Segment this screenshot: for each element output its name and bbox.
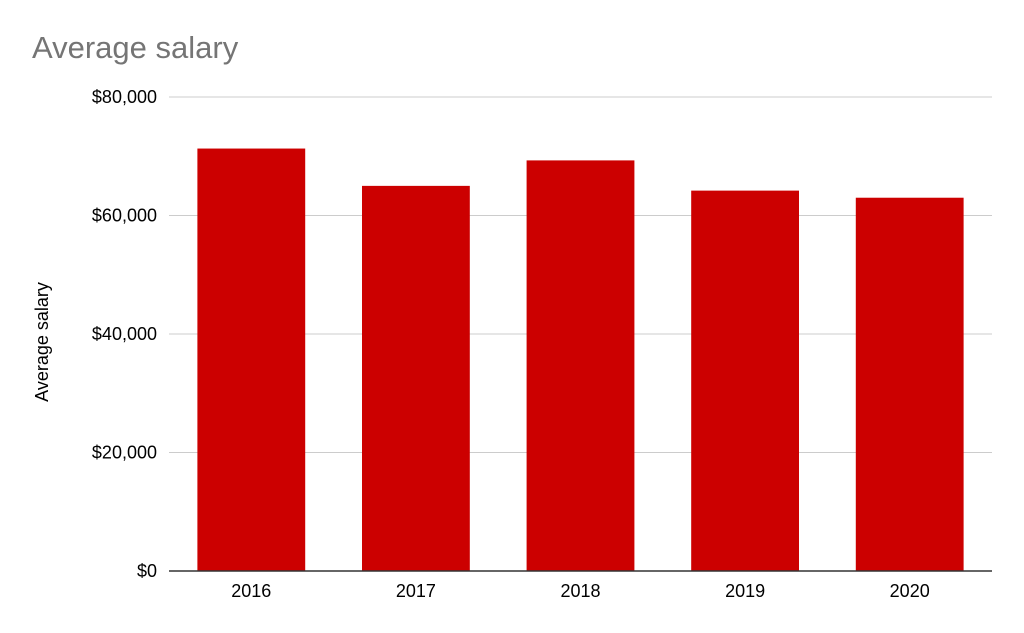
x-tick-label: 2019 — [725, 581, 765, 601]
x-tick-label: 2016 — [231, 581, 271, 601]
bars — [197, 148, 964, 572]
y-axis-ticks: $0 $20,000 $40,000 $60,000 $80,000 — [92, 87, 157, 581]
bar — [526, 160, 635, 571]
bar — [855, 197, 964, 571]
bar — [197, 148, 306, 572]
bar — [361, 185, 470, 571]
x-tick-label: 2017 — [396, 581, 436, 601]
bar — [691, 190, 800, 572]
y-tick-label: $0 — [137, 561, 157, 581]
y-axis-title: Average salary — [32, 282, 52, 402]
y-tick-label: $40,000 — [92, 324, 157, 344]
x-tick-label: 2018 — [560, 581, 600, 601]
x-axis-ticks: 2016 2017 2018 2019 2020 — [231, 581, 929, 601]
y-tick-label: $20,000 — [92, 443, 157, 463]
chart-title: Average salary — [32, 30, 239, 65]
y-tick-label: $80,000 — [92, 87, 157, 107]
x-tick-label: 2020 — [890, 581, 930, 601]
y-tick-label: $60,000 — [92, 206, 157, 226]
